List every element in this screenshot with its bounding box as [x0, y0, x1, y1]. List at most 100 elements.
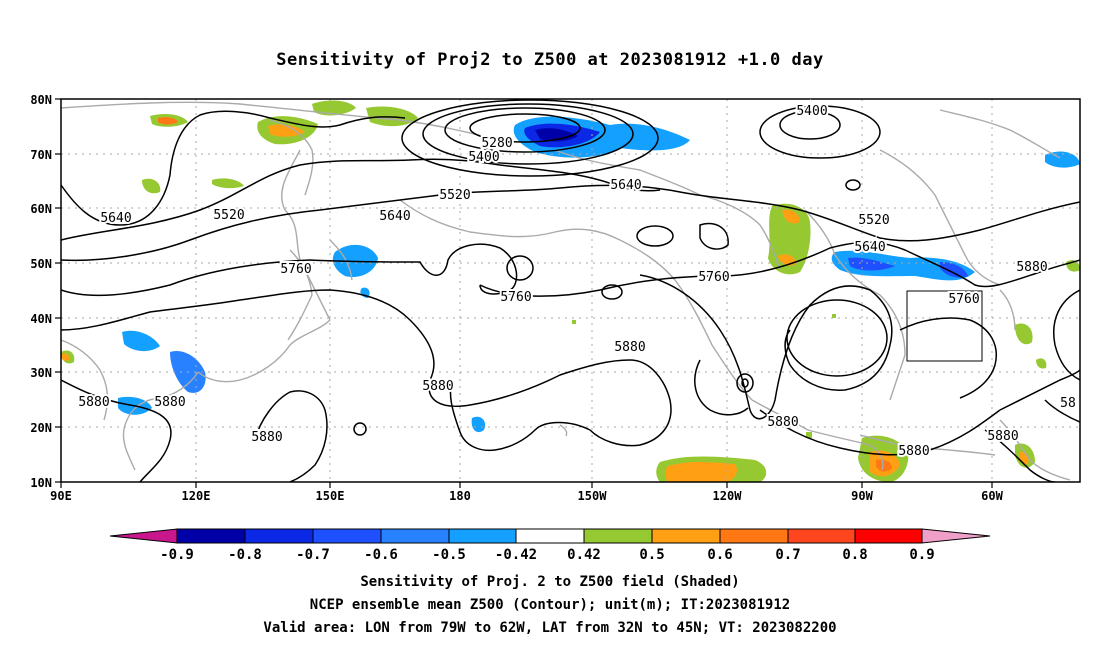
lon-label-150w: 150W	[578, 489, 608, 503]
contour-label: 5400	[468, 150, 499, 165]
colorbar-arrow-left	[109, 528, 178, 544]
contour-label: 5520	[858, 213, 889, 228]
lat-label-10n: 10N	[30, 476, 52, 490]
contour-label: 5400	[796, 104, 827, 119]
contour-label: 5760	[280, 262, 311, 277]
colorbar-bin	[515, 528, 585, 544]
contour-label: 5880	[767, 415, 798, 430]
contour-label: 5280	[481, 136, 512, 151]
colorbar-label: -0.7	[296, 547, 330, 563]
shade-positive-sib-small	[142, 178, 161, 194]
lon-label-120w: 120W	[713, 489, 743, 503]
shade-positive-mexico-core	[665, 462, 737, 482]
tick-marks	[55, 98, 993, 488]
contour-label: 5640	[100, 211, 131, 226]
colorbar-bin	[312, 528, 382, 544]
lat-label-80n: 80N	[30, 93, 52, 107]
shade-positive-caribbean-core2	[876, 459, 892, 472]
shade-positive-sib-small-2	[212, 178, 244, 189]
lat-label-50n: 50N	[30, 257, 52, 271]
footer-caption-shading: Sensitivity of Proj. 2 to Z500 field (Sh…	[360, 574, 740, 590]
contour-label: 5880	[987, 429, 1018, 444]
colorbar-arrow-right	[921, 528, 991, 544]
contour-label: 5880	[251, 430, 282, 445]
lon-label-120e: 120E	[182, 489, 211, 503]
contour-label: 5880	[422, 379, 453, 394]
footer-caption-valid-area: Valid area: LON from 79W to 62W, LAT fro…	[263, 620, 837, 636]
lon-label-150e: 150E	[316, 489, 345, 503]
lon-label-180: 180	[449, 489, 471, 503]
shade-positive-atlantic-east	[1015, 323, 1033, 345]
shade-negative-pac-spot	[471, 416, 486, 433]
colorbar-labels: -0.9 -0.8 -0.7 -0.6 -0.5 -0.42 0.42 0.5 …	[160, 547, 935, 563]
contour-label: 5880	[154, 395, 185, 410]
lat-label-60n: 60N	[30, 202, 52, 216]
colorbar-label: -0.5	[432, 547, 466, 563]
contour-label: 5640	[379, 209, 410, 224]
shade-negative-atlantic	[831, 250, 975, 281]
plot-frame	[60, 98, 1081, 483]
contour-label: 5520	[213, 208, 244, 223]
shade-positive-far-west-core	[158, 117, 178, 125]
contour-label: 5520	[439, 188, 470, 203]
colorbar-bin	[448, 528, 517, 544]
colorbar-bin	[854, 528, 923, 544]
z500-contours	[61, 99, 1080, 482]
lat-labels: 80N 70N 60N 50N 40N 30N 20N 10N	[30, 93, 52, 490]
colorbar-label: -0.42	[495, 547, 537, 563]
colorbar-label: 0.5	[639, 547, 664, 563]
contour-label: 5880	[614, 340, 645, 355]
colorbar-label: 0.8	[842, 547, 867, 563]
colorbar-bin	[787, 528, 856, 544]
lat-lon-grid	[61, 99, 1080, 482]
sensitivity-shading	[61, 100, 1080, 482]
colorbar-label: 0.9	[909, 547, 934, 563]
contour-label: 58	[1060, 396, 1076, 411]
shade-positive-midatl	[1036, 358, 1047, 369]
shade-positive-india-core	[61, 353, 70, 361]
lat-label-20n: 20N	[30, 421, 52, 435]
shade-positive-hudson-core-1	[782, 209, 800, 224]
colorbar-bin	[651, 528, 721, 544]
lon-labels: 90E 120E 150E 180 150W 120W 90W 60W	[50, 489, 1003, 503]
contour-label: 5760	[698, 270, 729, 285]
contour-label: 5760	[948, 292, 979, 307]
shade-positive-siberia-1-core	[268, 124, 305, 137]
lon-label-90e: 90E	[50, 489, 72, 503]
contour-label: 5880	[898, 444, 929, 459]
shade-positive-siberia-2	[312, 100, 356, 116]
colorbar-label: 0.7	[775, 547, 800, 563]
colorbar-label: -0.9	[160, 547, 194, 563]
contour-label: 5880	[78, 395, 109, 410]
lat-label-40n: 40N	[30, 312, 52, 326]
colorbar-label: 0.42	[567, 547, 601, 563]
shade-negative-atlantic-core	[848, 257, 895, 271]
colorbar-label: 0.6	[707, 547, 732, 563]
colorbar-bin	[176, 528, 246, 544]
colorbar-label: -0.8	[228, 547, 262, 563]
valid-area-box	[906, 290, 983, 362]
colorbar-bin	[380, 528, 450, 544]
colorbar-bin	[719, 528, 789, 544]
colorbar-bin	[583, 528, 653, 544]
chart-title: Sensitivity of Proj2 to Z500 at 20230819…	[276, 50, 824, 70]
contour-label: 5640	[610, 178, 641, 193]
contour-labels: 5400 5280 5400 5640 5520 5520 5640 5640 …	[76, 102, 1077, 461]
shade-negative-ne-corner	[1045, 151, 1080, 168]
colorbar	[109, 528, 991, 544]
shade-negative-atlantic-east	[940, 262, 968, 278]
contour-label: 5760	[500, 290, 531, 305]
coastlines	[61, 101, 1071, 481]
footer-caption-contour: NCEP ensemble mean Z500 (Contour); unit(…	[309, 597, 791, 613]
lat-label-70n: 70N	[30, 148, 52, 162]
shade-negative-china-west	[122, 330, 160, 352]
contour-label: 5880	[1016, 260, 1047, 275]
lat-label-30n: 30N	[30, 366, 52, 380]
colorbar-label: -0.6	[364, 547, 398, 563]
shade-negative-arctic-deep	[535, 128, 578, 142]
contour-label: 5640	[854, 240, 885, 255]
lon-label-90w: 90W	[851, 489, 873, 503]
lon-label-60w: 60W	[981, 489, 1003, 503]
colorbar-bin	[244, 528, 314, 544]
